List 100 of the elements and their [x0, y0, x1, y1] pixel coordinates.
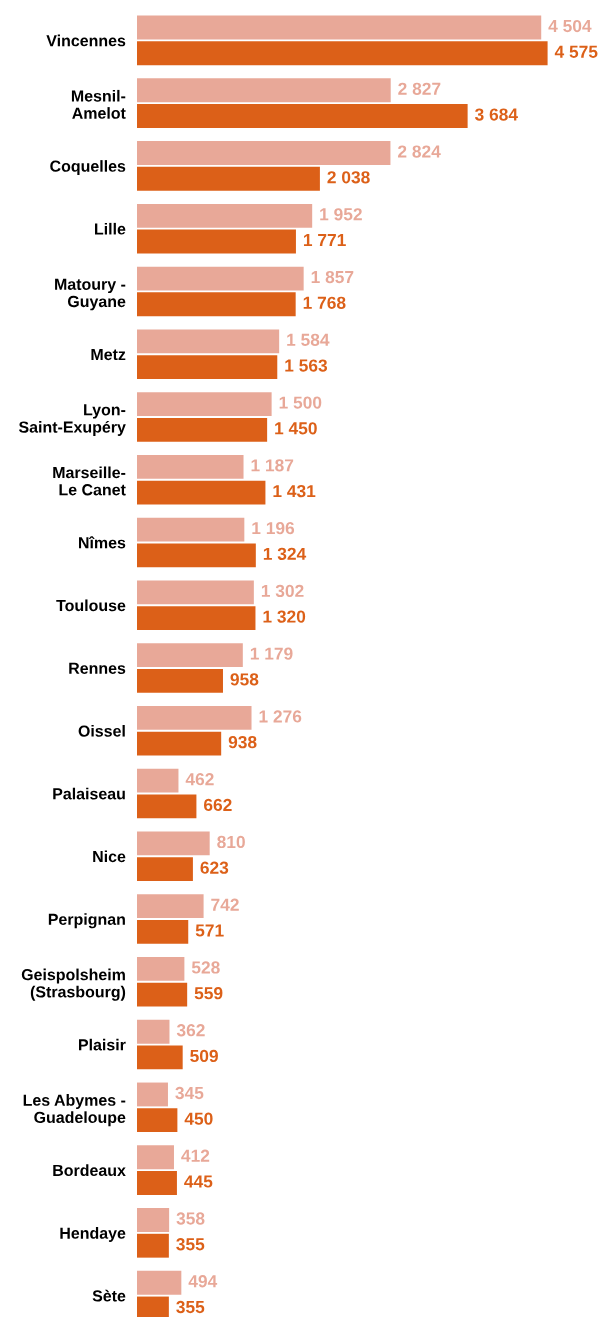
data-label: 2 827 — [398, 82, 441, 95]
y-tick-label: Rennes — [69, 662, 126, 674]
bar — [137, 141, 391, 165]
data-label: 958 — [230, 673, 259, 686]
data-label: 1 584 — [287, 333, 330, 346]
bar — [137, 643, 243, 668]
y-tick-label: Matoury - Guyane — [55, 278, 126, 311]
data-label: 559 — [194, 987, 223, 1000]
data-label: 1 179 — [250, 647, 293, 660]
data-label: 1 324 — [263, 547, 307, 561]
data-label: 509 — [190, 1049, 218, 1063]
bar — [137, 768, 179, 793]
data-label: 450 — [184, 1112, 213, 1125]
data-label: 345 — [175, 1086, 204, 1100]
bar — [137, 454, 244, 479]
data-label: 1 187 — [251, 459, 294, 472]
bar — [137, 606, 256, 631]
bar — [137, 1108, 178, 1133]
bar — [137, 229, 296, 254]
bar — [137, 480, 266, 505]
bar — [137, 166, 320, 191]
bar — [137, 1145, 174, 1170]
y-tick-label: Lille — [95, 222, 126, 235]
bar — [137, 203, 313, 228]
bar — [137, 857, 193, 882]
data-label: 4 575 — [554, 45, 598, 58]
bar — [137, 731, 222, 756]
y-tick-label: Lyon- Saint-Exupéry — [18, 404, 126, 436]
data-label: 1 771 — [303, 234, 346, 247]
data-label: 938 — [228, 735, 257, 749]
data-label: 742 — [211, 898, 239, 911]
y-tick-label: Bordeaux — [53, 1164, 126, 1177]
bar — [137, 705, 252, 730]
data-label: 1 302 — [261, 584, 304, 598]
data-label: 2 038 — [327, 171, 370, 184]
y-tick-label: Nîmes — [79, 536, 126, 549]
bar — [137, 1233, 169, 1258]
y-tick-label: Nice — [93, 850, 126, 863]
y-tick-label: Mesnil- Amelot — [71, 89, 126, 119]
y-tick-label: Perpignan — [48, 913, 125, 929]
bar — [137, 957, 185, 981]
data-label: 623 — [200, 861, 229, 874]
y-tick-label: Coquelles — [50, 160, 126, 176]
bar — [137, 1082, 168, 1107]
bar — [137, 794, 197, 819]
bar — [137, 1208, 170, 1232]
data-label: 4 504 — [548, 19, 592, 33]
bar — [137, 392, 272, 417]
data-label: 445 — [184, 1175, 213, 1188]
y-tick-label: Geispolsheim (Strasbourg) — [21, 968, 126, 1001]
bar — [137, 831, 210, 856]
bar — [137, 1171, 177, 1195]
data-label: 571 — [195, 924, 224, 937]
bar — [137, 517, 245, 542]
data-label: 528 — [191, 961, 220, 974]
data-label: 1 768 — [303, 296, 346, 309]
data-label: 1 563 — [285, 359, 328, 372]
bar — [137, 919, 189, 944]
bar — [137, 329, 280, 354]
bar — [137, 104, 468, 128]
data-label: 810 — [217, 835, 245, 849]
data-label: 1 320 — [263, 610, 306, 623]
bar — [137, 78, 391, 103]
data-label: 1 500 — [279, 396, 322, 409]
data-label: 1 431 — [273, 484, 316, 498]
data-label: 1 952 — [320, 208, 362, 221]
y-tick-label: Oissel — [78, 724, 125, 737]
data-label: 462 — [185, 773, 214, 786]
y-tick-label: Hendaye — [60, 1227, 126, 1242]
bar — [137, 15, 542, 40]
bar — [137, 41, 548, 66]
data-label: 355 — [176, 1300, 205, 1314]
data-label: 355 — [176, 1238, 205, 1251]
y-tick-label: Sète — [92, 1289, 126, 1302]
y-tick-label: Les Abymes - Guadeloupe — [23, 1094, 126, 1127]
bar — [137, 1019, 170, 1044]
data-label: 494 — [188, 1275, 218, 1288]
bar — [137, 1045, 183, 1070]
y-tick-label: Plaisir — [79, 1038, 126, 1051]
data-label: 1 450 — [275, 422, 317, 435]
y-tick-label: Toulouse — [56, 599, 126, 612]
data-label: 1 857 — [311, 270, 354, 284]
bar — [137, 580, 254, 605]
bar — [137, 668, 223, 693]
bar — [137, 982, 188, 1007]
bar — [137, 266, 304, 291]
bar — [137, 355, 278, 379]
bar — [137, 292, 296, 317]
data-label: 3 684 — [474, 108, 518, 121]
y-tick-label: Metz — [91, 348, 126, 361]
data-label: 358 — [176, 1212, 205, 1225]
y-tick-label: Vincennes — [46, 34, 126, 47]
data-label: 1 276 — [259, 710, 302, 723]
bar — [137, 417, 268, 442]
y-tick-label: Palaiseau — [53, 787, 125, 800]
data-label: 662 — [203, 798, 232, 812]
data-label: 362 — [176, 1024, 205, 1037]
bar — [137, 543, 256, 568]
y-tick-label: Marseille- Le Canet — [53, 466, 126, 496]
data-label: 2 824 — [397, 145, 441, 158]
